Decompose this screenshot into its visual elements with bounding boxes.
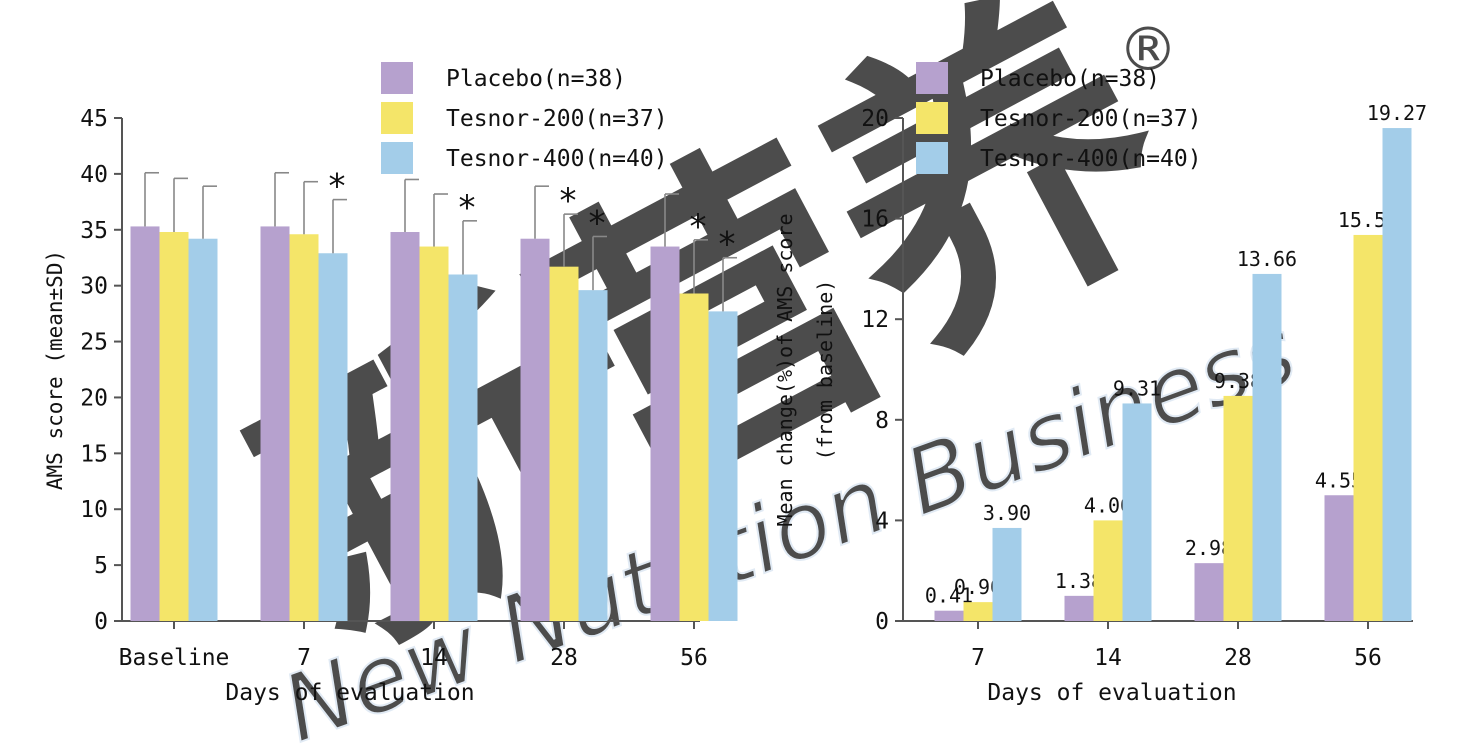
- left-bar-placebo: [130, 226, 160, 621]
- right-y-tick-label: 20: [861, 106, 889, 132]
- left-y-tick-label: 15: [80, 441, 108, 467]
- right-y-tick-label: 8: [875, 408, 889, 434]
- right-bar-placebo: [1194, 563, 1224, 621]
- right-bar-tesnor200: [1093, 520, 1123, 621]
- left-bar-tesnor400: [188, 238, 218, 621]
- right-y-tick-label: 4: [875, 508, 889, 534]
- left-legend-label: Tesnor-200(n=37): [446, 106, 668, 132]
- right-y-axis-label-secondary: (from baseline): [813, 280, 837, 461]
- right-y-tick-label: 16: [861, 207, 889, 233]
- right-legend-swatch-tesnor400: [916, 142, 948, 174]
- right-y-tick-label: 12: [861, 307, 889, 333]
- left-legend-swatch-tesnor200: [381, 102, 413, 134]
- right-data-label: 9.31: [1113, 376, 1161, 400]
- left-y-tick-label: 25: [80, 330, 108, 356]
- right-x-tick-label: 14: [1094, 645, 1122, 671]
- left-y-tick-label: 45: [80, 106, 108, 132]
- left-y-tick-label: 0: [94, 609, 108, 635]
- left-bar-tesnor400: [318, 253, 348, 622]
- right-bar-tesnor400: [992, 527, 1022, 621]
- left-x-tick-label: 14: [420, 645, 448, 671]
- right-bar-tesnor400: [1122, 403, 1152, 621]
- right-y-axis-label: Mean change(%)of AMS score: [773, 213, 797, 526]
- right-legend-label: Tesnor-200(n=37): [980, 106, 1202, 132]
- left-y-axis-label: AMS score (mean±SD): [43, 250, 67, 490]
- left-bar-tesnor200: [159, 232, 189, 621]
- left-significance-star: *: [688, 207, 708, 247]
- watermark-registered-mark: ®: [1118, 15, 1178, 85]
- left-y-tick-label: 5: [94, 553, 108, 579]
- left-legend-swatch-placebo: [381, 62, 413, 94]
- right-chart: 0481216200.410.903.9071.384.009.31142.98…: [773, 62, 1427, 706]
- right-bar-placebo: [934, 610, 964, 621]
- left-bar-placebo: [260, 226, 290, 621]
- left-bar-tesnor400: [708, 311, 738, 621]
- left-bar-tesnor200: [679, 293, 709, 621]
- left-bar-tesnor200: [289, 234, 319, 621]
- left-bar-tesnor400: [578, 290, 608, 621]
- left-significance-star: *: [558, 181, 578, 221]
- right-data-label: 19.27: [1367, 101, 1427, 125]
- left-y-tick-label: 30: [80, 274, 108, 300]
- right-bar-tesnor200: [963, 602, 993, 621]
- right-bar-tesnor400: [1252, 273, 1282, 621]
- left-bar-tesnor400: [448, 274, 478, 621]
- left-legend-label: Tesnor-400(n=40): [446, 146, 668, 172]
- right-legend-swatch-placebo: [916, 62, 948, 94]
- right-x-tick-label: 28: [1224, 645, 1252, 671]
- left-y-tick-label: 40: [80, 162, 108, 188]
- left-significance-star: *: [587, 203, 607, 243]
- left-x-tick-label: 56: [680, 645, 708, 671]
- left-bar-tesnor200: [549, 266, 579, 621]
- left-y-tick-label: 10: [80, 497, 108, 523]
- left-bar-placebo: [390, 232, 420, 621]
- left-bar-tesnor200: [419, 246, 449, 622]
- left-legend-label: Placebo(n=38): [446, 66, 626, 92]
- right-legend-label: Placebo(n=38): [980, 66, 1160, 92]
- left-bar-placebo: [520, 238, 550, 621]
- left-y-tick-label: 20: [80, 385, 108, 411]
- right-data-label: 13.66: [1237, 247, 1297, 271]
- right-x-axis-label: Days of evaluation: [987, 680, 1236, 706]
- left-x-tick-label: 7: [297, 645, 311, 671]
- left-x-tick-label: Baseline: [119, 645, 230, 671]
- left-y-tick-label: 35: [80, 218, 108, 244]
- right-bar-tesnor200: [1223, 395, 1253, 621]
- right-x-tick-label: 7: [971, 645, 985, 671]
- right-bar-placebo: [1324, 495, 1354, 621]
- right-y-tick-label: 0: [875, 609, 889, 635]
- right-x-tick-label: 56: [1354, 645, 1382, 671]
- left-x-axis-label: Days of evaluation: [225, 680, 474, 706]
- right-bar-placebo: [1064, 595, 1094, 621]
- left-significance-star: *: [457, 188, 477, 228]
- right-data-label: 3.90: [983, 501, 1031, 525]
- left-bar-placebo: [650, 246, 680, 622]
- right-bar-tesnor400: [1382, 128, 1412, 621]
- left-x-tick-label: 28: [550, 645, 578, 671]
- left-legend-swatch-tesnor400: [381, 142, 413, 174]
- right-legend-swatch-tesnor200: [916, 102, 948, 134]
- right-legend-label: Tesnor-400(n=40): [980, 146, 1202, 172]
- left-significance-star: *: [717, 225, 737, 265]
- left-significance-star: *: [327, 167, 347, 207]
- right-bar-tesnor200: [1353, 234, 1383, 621]
